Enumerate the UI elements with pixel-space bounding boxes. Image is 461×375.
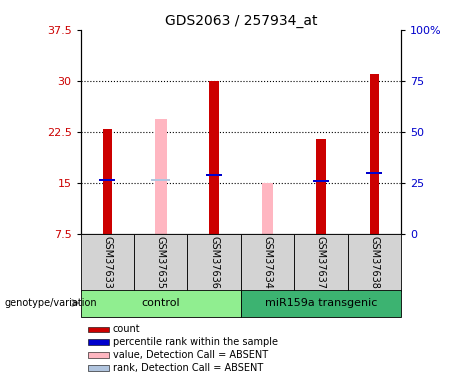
Bar	[370, 74, 379, 234]
Bar	[100, 178, 115, 181]
Bar	[88, 365, 109, 370]
Bar	[134, 234, 188, 291]
Text: GSM37637: GSM37637	[316, 236, 326, 289]
Bar	[81, 290, 241, 317]
Title: GDS2063 / 257934_at: GDS2063 / 257934_at	[165, 13, 317, 28]
Bar	[206, 174, 222, 176]
Bar	[241, 234, 294, 291]
Text: count: count	[113, 324, 141, 334]
Bar	[316, 139, 326, 234]
Text: percentile rank within the sample: percentile rank within the sample	[113, 337, 278, 347]
Bar	[102, 129, 112, 234]
Bar	[294, 234, 348, 291]
Bar	[81, 234, 134, 291]
Bar	[155, 118, 166, 234]
Bar	[241, 290, 401, 317]
Bar	[151, 178, 170, 181]
Text: GSM37634: GSM37634	[263, 236, 272, 289]
Text: value, Detection Call = ABSENT: value, Detection Call = ABSENT	[113, 350, 268, 360]
Bar	[209, 81, 219, 234]
Bar	[88, 352, 109, 358]
Text: rank, Detection Call = ABSENT: rank, Detection Call = ABSENT	[113, 363, 263, 373]
Text: GSM37636: GSM37636	[209, 236, 219, 289]
Bar	[366, 172, 382, 174]
Bar	[262, 183, 273, 234]
Text: miR159a transgenic: miR159a transgenic	[265, 298, 377, 308]
Bar	[88, 339, 109, 345]
Text: GSM37635: GSM37635	[156, 236, 166, 289]
Bar	[188, 234, 241, 291]
Text: genotype/variation: genotype/variation	[5, 298, 97, 308]
Bar	[88, 327, 109, 332]
Text: control: control	[142, 298, 180, 308]
Text: GSM37633: GSM37633	[102, 236, 112, 289]
Bar	[348, 234, 401, 291]
Bar	[313, 180, 329, 182]
Text: GSM37638: GSM37638	[369, 236, 379, 289]
